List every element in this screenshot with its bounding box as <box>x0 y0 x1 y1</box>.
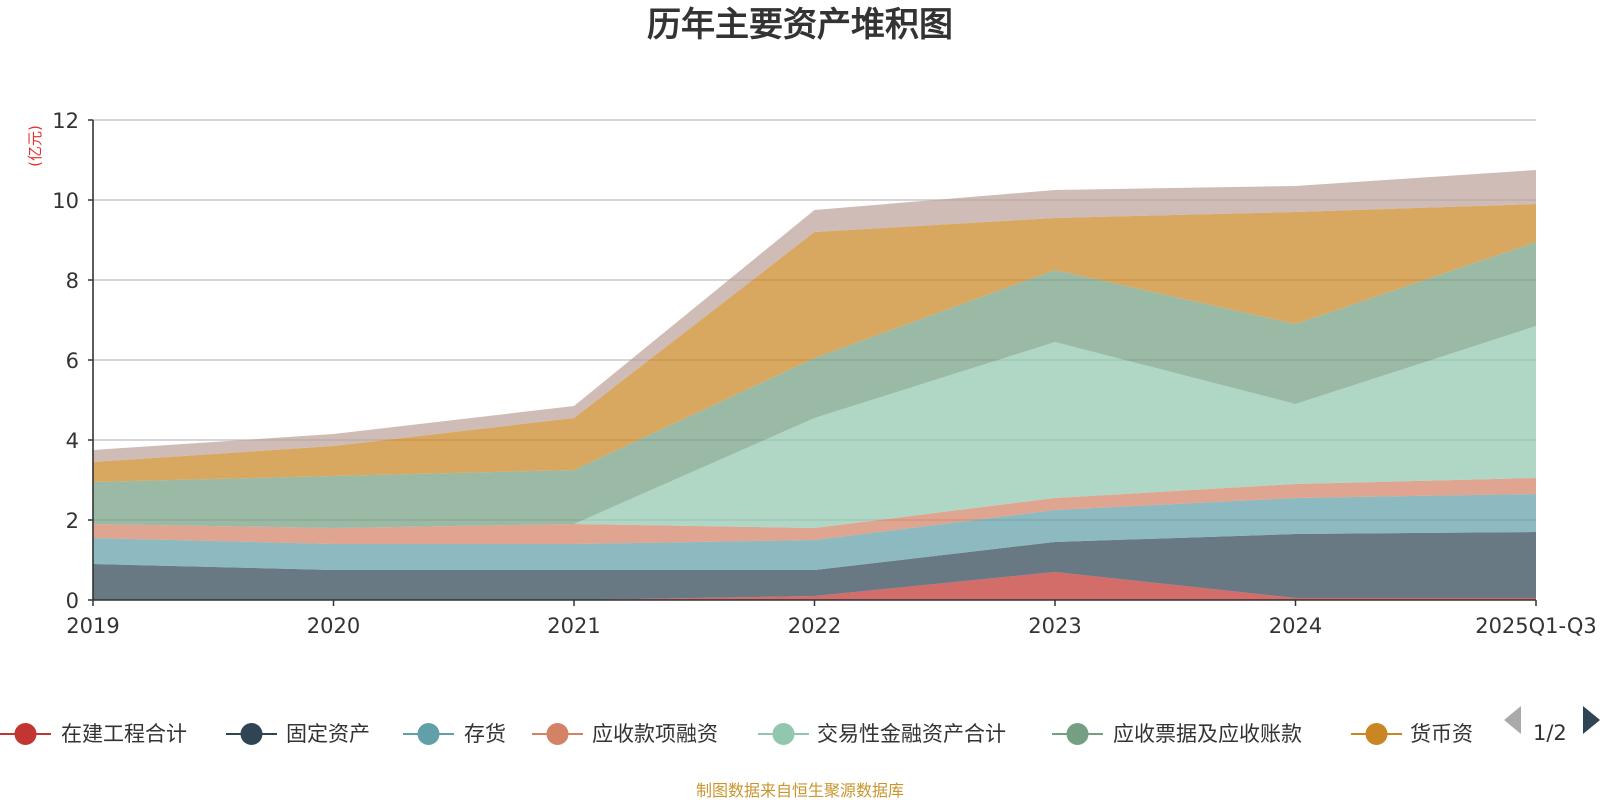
x-tick-label: 2019 <box>66 614 119 638</box>
legend-label: 应收票据及应收账款 <box>1113 722 1302 746</box>
area-交易性金融资产合计[interactable] <box>93 326 1536 528</box>
y-axis-unit-label: (亿元) <box>26 125 44 167</box>
y-tick-label: 4 <box>66 429 79 453</box>
area-存货[interactable] <box>93 494 1536 570</box>
legend-marker <box>1066 723 1089 745</box>
area-在建工程合计[interactable] <box>93 572 1536 600</box>
legend-marker <box>772 723 795 745</box>
legend-label: 固定资产 <box>286 722 370 746</box>
legend-item[interactable]: 固定资产 <box>226 722 370 746</box>
y-tick-label: 2 <box>66 509 79 533</box>
legend-prev-page-icon[interactable] <box>1504 706 1521 734</box>
legend-marker <box>14 723 37 745</box>
x-tick-label: 2025Q1-Q3 <box>1475 614 1597 638</box>
legend-item[interactable]: 存货 <box>403 722 506 746</box>
legend-marker <box>546 723 569 745</box>
y-axis-ticks: 0 2 4 6 8 10 12 <box>52 109 93 613</box>
data-source-note: 制图数据来自恒生聚源数据库 <box>696 781 904 800</box>
chart-title: 历年主要资产堆积图 <box>647 5 953 45</box>
area-货币资金[interactable] <box>93 204 1536 482</box>
legend-item[interactable]: 交易性金融资产合计 <box>758 722 1006 746</box>
y-tick-label: 12 <box>52 109 79 133</box>
x-tick-label: 2024 <box>1269 614 1322 638</box>
x-tick-label: 2021 <box>547 614 600 638</box>
area-固定资产[interactable] <box>93 532 1536 600</box>
x-axis-ticks: 2019 2020 2021 2022 2023 2024 2025Q1-Q3 <box>66 600 1597 638</box>
legend-item[interactable]: 应收款项融资 <box>532 722 718 746</box>
legend-label: 货币资 <box>1410 722 1473 746</box>
y-tick-label: 6 <box>66 349 79 373</box>
legend-label: 应收款项融资 <box>592 722 718 746</box>
legend-page-indicator: 1/2 <box>1533 721 1567 745</box>
legend-marker <box>417 723 440 745</box>
legend-pager: 1/2 <box>1504 706 1600 745</box>
x-tick-label: 2023 <box>1028 614 1081 638</box>
legend-item[interactable]: 货币资 <box>1351 722 1473 746</box>
area-series-group <box>93 170 1536 600</box>
legend: 在建工程合计 固定资产 存货 应收款项融资 交易性金融资产合计 应收票据及应收账款 货币资 <box>0 722 1473 746</box>
legend-item[interactable]: 应收票据及应收账款 <box>1052 722 1302 746</box>
legend-label: 交易性金融资产合计 <box>817 722 1006 746</box>
legend-label: 在建工程合计 <box>61 722 187 746</box>
area-应收款项融资[interactable] <box>93 478 1536 544</box>
y-tick-label: 10 <box>52 189 79 213</box>
x-tick-label: 2022 <box>788 614 841 638</box>
legend-marker <box>240 723 263 745</box>
y-tick-label: 8 <box>66 269 79 293</box>
legend-marker <box>1365 723 1388 745</box>
area-应收票据及应收账款[interactable] <box>93 242 1536 528</box>
x-tick-label: 2020 <box>307 614 360 638</box>
legend-next-page-icon[interactable] <box>1583 706 1600 734</box>
legend-item[interactable]: 在建工程合计 <box>0 722 187 746</box>
area-其他资产[interactable] <box>93 170 1536 462</box>
y-tick-label: 0 <box>66 589 79 613</box>
legend-label: 存货 <box>464 722 506 746</box>
